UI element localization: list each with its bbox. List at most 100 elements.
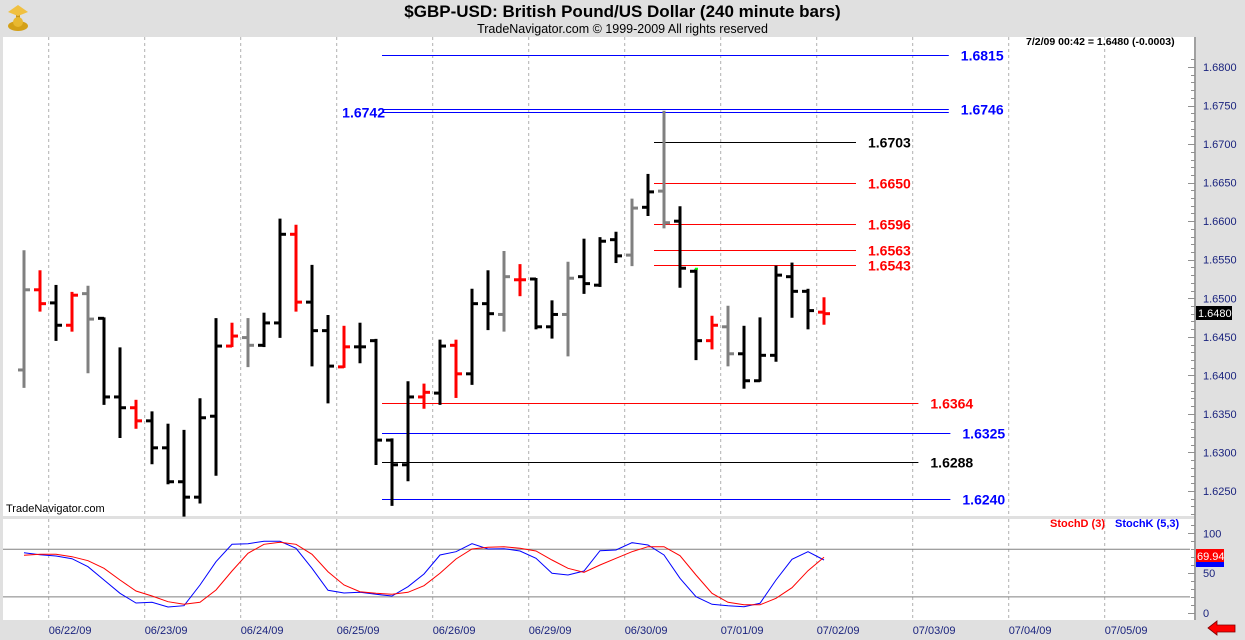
y-tick-label: 1.6750 bbox=[1203, 101, 1237, 113]
stoch-y-tick-label: 50 bbox=[1203, 568, 1215, 580]
ohlc-bar bbox=[738, 325, 750, 389]
ohlc-bar bbox=[450, 339, 462, 398]
level-label: 1.6288 bbox=[930, 455, 973, 471]
watermark: TradeNavigator.com bbox=[6, 503, 105, 515]
x-tick-label: 06/23/09 bbox=[145, 625, 188, 637]
ohlc-bar bbox=[466, 288, 478, 385]
x-tick-label: 06/26/09 bbox=[433, 625, 476, 637]
y-axis-panel bbox=[1195, 37, 1245, 640]
x-tick-label: 07/01/09 bbox=[721, 625, 764, 637]
y-tick-label: 1.6500 bbox=[1203, 293, 1237, 305]
legend-stoch-d: StochD (3) bbox=[1050, 518, 1105, 530]
x-tick-label: 06/24/09 bbox=[241, 625, 284, 637]
level-label: 1.6703 bbox=[868, 135, 911, 151]
ohlc-bar bbox=[18, 250, 30, 388]
y-tick-label: 1.6550 bbox=[1203, 255, 1237, 267]
ohlc-bar bbox=[130, 399, 142, 429]
ohlc-bar bbox=[690, 268, 702, 361]
ohlc-bar bbox=[530, 277, 542, 330]
level-label: 1.6596 bbox=[868, 217, 911, 233]
ohlc-bar bbox=[546, 300, 558, 339]
scroll-arrow-icon[interactable] bbox=[1207, 620, 1236, 636]
ohlc-bar bbox=[146, 411, 158, 465]
y-tick-label: 1.6700 bbox=[1203, 139, 1237, 151]
level-label: 1.6563 bbox=[868, 243, 911, 259]
ohlc-bar bbox=[98, 316, 110, 405]
ohlc-bar bbox=[386, 438, 398, 506]
ohlc-bar bbox=[114, 347, 126, 439]
gold-trophy-icon bbox=[3, 2, 33, 37]
ohlc-bar bbox=[594, 237, 606, 287]
level-label: 1.6364 bbox=[930, 396, 973, 412]
last-price-label: 1.6480 bbox=[1198, 308, 1232, 320]
ohlc-bar bbox=[482, 270, 494, 331]
x-tick-label: 06/29/09 bbox=[529, 625, 572, 637]
ohlc-bar bbox=[722, 305, 734, 367]
stoch-y-tick-label: 0 bbox=[1203, 608, 1209, 620]
level-label: 1.6746 bbox=[961, 102, 1004, 118]
x-tick-label: 06/22/09 bbox=[49, 625, 92, 637]
ohlc-bar bbox=[338, 325, 350, 369]
ohlc-bar bbox=[578, 238, 590, 294]
ohlc-bar bbox=[786, 262, 798, 318]
ohlc-bar bbox=[770, 265, 782, 362]
ohlc-bar bbox=[434, 339, 446, 405]
ohlc-bar bbox=[610, 231, 622, 264]
ohlc-bar bbox=[674, 206, 686, 288]
ohlc-bar bbox=[322, 315, 334, 404]
level-label: 1.6543 bbox=[868, 258, 911, 274]
y-tick-label: 1.6600 bbox=[1203, 216, 1237, 228]
level-label: 1.6325 bbox=[962, 426, 1005, 442]
stoch-y-tick-label: 100 bbox=[1203, 528, 1221, 540]
ohlc-bar bbox=[50, 284, 62, 341]
copyright-subtitle: TradeNavigator.com © 1999-2009 All right… bbox=[477, 22, 768, 36]
y-tick-label: 1.6400 bbox=[1203, 370, 1237, 382]
ohlc-bar bbox=[402, 381, 414, 482]
ohlc-bar bbox=[242, 318, 254, 368]
level-label: 1.6815 bbox=[961, 48, 1004, 64]
ohlc-bar bbox=[274, 218, 286, 338]
ohlc-bar bbox=[34, 270, 46, 312]
x-tick-label: 07/03/09 bbox=[913, 625, 956, 637]
stoch-d-line bbox=[23, 541, 825, 606]
y-tick-label: 1.6300 bbox=[1203, 447, 1237, 459]
ohlc-bar bbox=[210, 318, 222, 476]
stoch-d-badge: 69.94 bbox=[1196, 549, 1225, 567]
chart-title: $GBP-USD: British Pound/US Dollar (240 m… bbox=[404, 2, 841, 21]
price-readout: 7/2/09 00:42 = 1.6480 (-0.0003) bbox=[1026, 36, 1175, 48]
last-price-badge: 1.6480 bbox=[1196, 306, 1232, 320]
ohlc-bar bbox=[498, 251, 510, 332]
x-tick-label: 07/05/09 bbox=[1105, 625, 1148, 637]
ohlc-bar bbox=[354, 322, 366, 364]
ohlc-bar bbox=[258, 312, 270, 348]
x-tick-label: 06/25/09 bbox=[337, 625, 380, 637]
ohlc-bar bbox=[82, 285, 94, 374]
ohlc-bar bbox=[642, 173, 654, 217]
y-tick-label: 1.6650 bbox=[1203, 178, 1237, 190]
x-tick-label: 07/04/09 bbox=[1009, 625, 1052, 637]
ohlc-bar bbox=[226, 322, 238, 348]
ohlc-bar bbox=[290, 224, 302, 312]
y-tick-label: 1.6250 bbox=[1203, 486, 1237, 498]
ohlc-bar bbox=[626, 198, 638, 267]
ohlc-bar bbox=[706, 315, 718, 350]
stoch-pane bbox=[3, 519, 1195, 620]
x-tick-label: 07/02/09 bbox=[817, 625, 860, 637]
marker-dot bbox=[695, 267, 698, 270]
y-tick-label: 1.6350 bbox=[1203, 409, 1237, 421]
ohlc-bar bbox=[514, 264, 526, 297]
y-tick-label: 1.6450 bbox=[1203, 332, 1237, 344]
ohlc-bar bbox=[66, 291, 78, 332]
ohlc-bar bbox=[370, 338, 382, 466]
stoch-k-line bbox=[23, 540, 825, 608]
ohlc-bar bbox=[562, 261, 574, 357]
level-label: 1.6650 bbox=[868, 176, 911, 192]
y-tick-label: 1.6800 bbox=[1203, 62, 1237, 74]
ohlc-bar bbox=[658, 110, 670, 229]
stoch-d-value: 69.94 bbox=[1197, 551, 1225, 563]
ohlc-bar bbox=[418, 383, 430, 409]
ohlc-bar bbox=[306, 264, 318, 367]
legend-stoch-k: StochK (5,3) bbox=[1115, 518, 1180, 530]
ohlc-bar bbox=[754, 317, 766, 383]
level-label: 1.6240 bbox=[962, 492, 1005, 508]
